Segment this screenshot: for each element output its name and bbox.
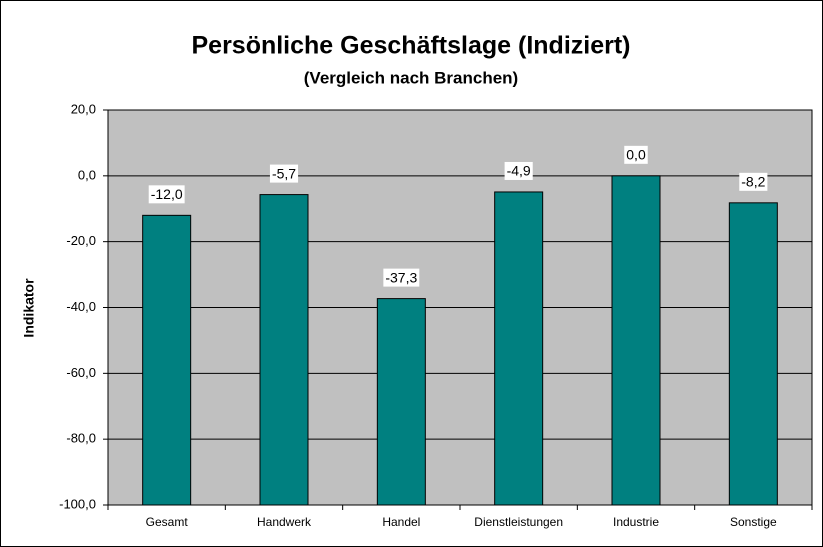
bar bbox=[494, 191, 544, 506]
y-tick-label: -80,0 bbox=[66, 431, 96, 446]
value-label-bg bbox=[504, 161, 533, 180]
bar bbox=[728, 202, 778, 506]
x-tick-label: Handel bbox=[382, 515, 420, 529]
bar bbox=[376, 298, 426, 506]
y-tick-label: -20,0 bbox=[66, 233, 96, 248]
value-label: -12,0 bbox=[151, 186, 183, 202]
bar bbox=[611, 175, 661, 506]
chart-title: Persönliche Geschäftslage (Indiziert) bbox=[191, 32, 630, 60]
value-label-bg bbox=[148, 185, 185, 204]
y-axis-label: Indikator bbox=[21, 278, 37, 338]
x-tick-label: Gesamt bbox=[146, 515, 189, 529]
y-tick-label: 20,0 bbox=[71, 101, 96, 116]
value-label-bg bbox=[739, 172, 768, 191]
x-tick-label: Industrie bbox=[613, 515, 659, 529]
value-label-bg bbox=[624, 145, 648, 164]
x-tick-label: Dienstleistungen bbox=[474, 515, 563, 529]
y-tick-label: 0,0 bbox=[78, 167, 96, 182]
value-label-bg bbox=[269, 164, 299, 183]
chart-subtitle: (Vergleich nach Branchen) bbox=[304, 68, 518, 87]
value-label: 0,0 bbox=[626, 147, 646, 163]
value-label: -8,2 bbox=[741, 174, 765, 190]
x-tick-label: Handwerk bbox=[257, 515, 312, 529]
value-label: -4,9 bbox=[507, 163, 531, 179]
x-tick-label: Sonstige bbox=[730, 515, 777, 529]
bar bbox=[259, 194, 309, 506]
y-tick-label: -40,0 bbox=[66, 299, 96, 314]
bar bbox=[142, 214, 192, 506]
y-tick-label: -100,0 bbox=[59, 496, 96, 511]
value-label-bg bbox=[383, 268, 420, 287]
y-tick-label: -60,0 bbox=[66, 365, 96, 380]
value-label: -5,7 bbox=[272, 165, 296, 181]
value-label: -37,3 bbox=[385, 269, 417, 285]
